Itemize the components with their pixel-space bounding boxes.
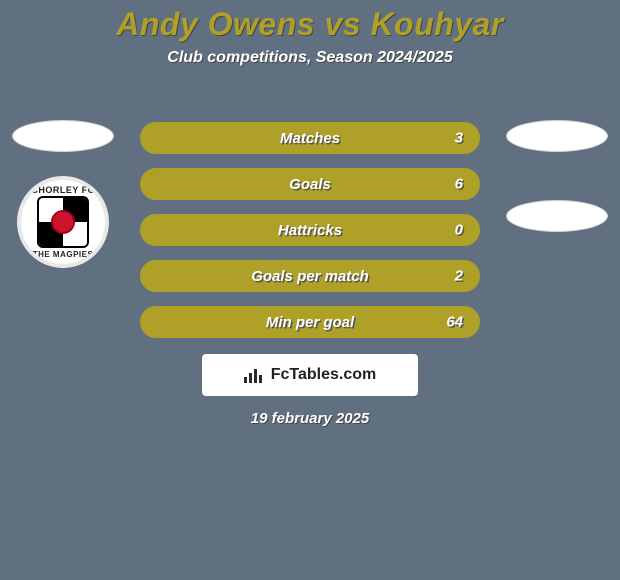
page-subtitle: Club competitions, Season 2024/2025 xyxy=(0,49,620,67)
stat-value-right: 3 xyxy=(455,130,463,147)
page-title: Andy Owens vs Kouhyar xyxy=(0,0,620,43)
stat-label: Matches xyxy=(280,130,340,147)
player-right-column xyxy=(502,120,612,232)
stat-value-right: 64 xyxy=(446,314,463,331)
attribution-box: FcTables.com xyxy=(202,354,418,396)
stat-value-right: 6 xyxy=(455,176,463,193)
bar-chart-icon xyxy=(244,367,264,383)
date-text: 19 february 2025 xyxy=(251,410,369,427)
stat-label: Hattricks xyxy=(278,222,342,239)
stat-row: Goals 6 xyxy=(140,168,480,200)
stat-label: Goals xyxy=(289,176,331,193)
crest-top-text: CHORLEY FC xyxy=(31,185,94,195)
crest-rose-icon xyxy=(51,210,75,234)
stat-row: Hattricks 0 xyxy=(140,214,480,246)
stat-row: Goals per match 2 xyxy=(140,260,480,292)
crest-bottom-text: THE MAGPIES xyxy=(33,250,94,259)
stat-value-right: 0 xyxy=(455,222,463,239)
player-right-avatar-placeholder xyxy=(506,120,608,152)
comparison-card: Andy Owens vs Kouhyar Club competitions,… xyxy=(0,0,620,580)
stats-list: Matches 3 Goals 6 Hattricks 0 Goals per match 2… xyxy=(140,122,480,338)
player-left-column: CHORLEY FC THE MAGPIES xyxy=(8,120,118,268)
stat-label: Min per goal xyxy=(266,314,354,331)
stat-label: Goals per match xyxy=(251,268,369,285)
player-left-avatar-placeholder xyxy=(12,120,114,152)
player-right-club-placeholder xyxy=(506,200,608,232)
player-left-club-crest: CHORLEY FC THE MAGPIES xyxy=(17,176,109,268)
stat-value-right: 2 xyxy=(455,268,463,285)
stat-row: Min per goal 64 xyxy=(140,306,480,338)
stat-row: Matches 3 xyxy=(140,122,480,154)
attribution-text: FcTables.com xyxy=(271,366,377,384)
